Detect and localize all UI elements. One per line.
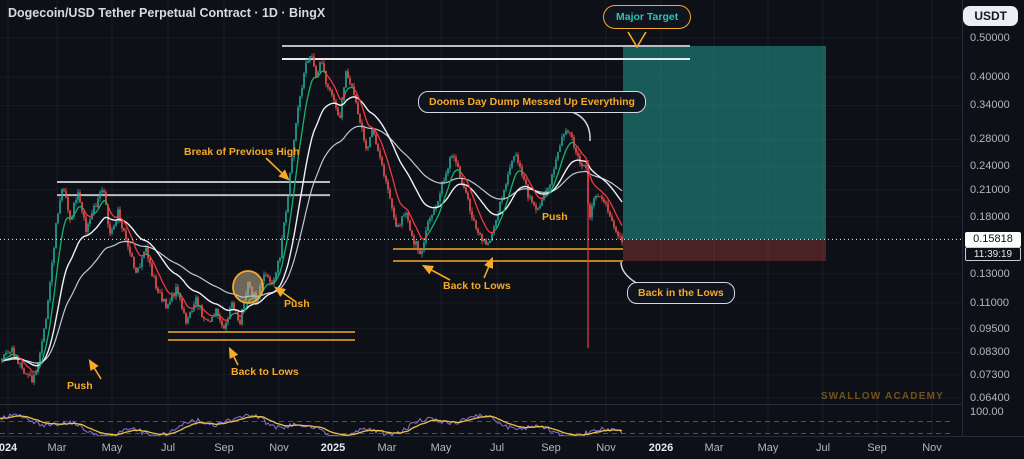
- time-tick: Mar: [704, 442, 724, 454]
- price-tick: 0.21000: [970, 183, 1010, 196]
- bar-countdown: 11:39:19: [965, 246, 1021, 261]
- price-tick: 0.13000: [970, 267, 1010, 280]
- time-tick: Mar: [47, 442, 67, 454]
- label-push-1[interactable]: Push: [67, 380, 93, 392]
- time-tick: Sep: [541, 442, 561, 454]
- time-tick: Nov: [922, 442, 942, 454]
- label-back-to-lows-2[interactable]: Back to Lows: [443, 280, 511, 292]
- price-tick: 0.40000: [970, 71, 1010, 84]
- callout-major-target[interactable]: Major Target: [603, 5, 692, 29]
- label-break-of-previous-high[interactable]: Break of Previous High: [184, 146, 300, 158]
- label-push-3[interactable]: Push: [542, 211, 568, 223]
- label-push-2[interactable]: Push: [284, 298, 310, 310]
- callout-back-in-lows[interactable]: Back in the Lows: [627, 282, 735, 304]
- chart-canvas[interactable]: [0, 0, 962, 436]
- time-tick: 024: [0, 442, 18, 454]
- currency-button[interactable]: USDT: [963, 6, 1018, 26]
- price-tick: 0.18000: [970, 210, 1010, 223]
- price-tick: 0.08300: [970, 346, 1010, 359]
- price-tick: 0.09500: [970, 322, 1010, 335]
- time-tick: 2026: [648, 442, 674, 454]
- watermark: SWALLOW ACADEMY: [820, 391, 944, 402]
- price-tick: 0.28000: [970, 133, 1010, 146]
- price-tick: 0.34000: [970, 99, 1010, 112]
- time-tick: Nov: [269, 442, 289, 454]
- time-tick: Jul: [815, 442, 831, 454]
- pane-separator[interactable]: [0, 404, 1024, 405]
- price-tick: 0.06400: [970, 391, 1010, 404]
- label-back-to-lows-1[interactable]: Back to Lows: [231, 366, 299, 378]
- time-tick: Sep: [867, 442, 887, 454]
- chart-title: Dogecoin/USD Tether Perpetual Contract ·…: [8, 6, 326, 20]
- price-tick: 0.24000: [970, 160, 1010, 173]
- callout-dooms-day[interactable]: Dooms Day Dump Messed Up Everything: [418, 91, 646, 113]
- price-axis[interactable]: 0.50000 0.40000 0.34000 0.28000 0.24000 0.210…: [962, 0, 1024, 436]
- price-tick: 0.07300: [970, 368, 1010, 381]
- time-tick: May: [430, 442, 452, 454]
- time-tick: Mar: [377, 442, 397, 454]
- time-tick: May: [757, 442, 779, 454]
- time-tick: May: [101, 442, 123, 454]
- time-tick: Nov: [596, 442, 616, 454]
- time-tick: Jul: [489, 442, 505, 454]
- indicator-scale-tick: 100.00: [970, 406, 1004, 418]
- time-tick: Sep: [214, 442, 234, 454]
- price-tick: 0.11000: [970, 296, 1009, 309]
- price-tick: 0.50000: [970, 32, 1010, 44]
- last-price-tag: 0.15818: [965, 231, 1021, 247]
- time-tick: Jul: [160, 442, 176, 454]
- time-tick: 2025: [320, 442, 346, 454]
- time-axis[interactable]: 024 Mar May Jul Sep Nov 2025 Mar May Jul Sep Nov 202…: [0, 436, 1024, 459]
